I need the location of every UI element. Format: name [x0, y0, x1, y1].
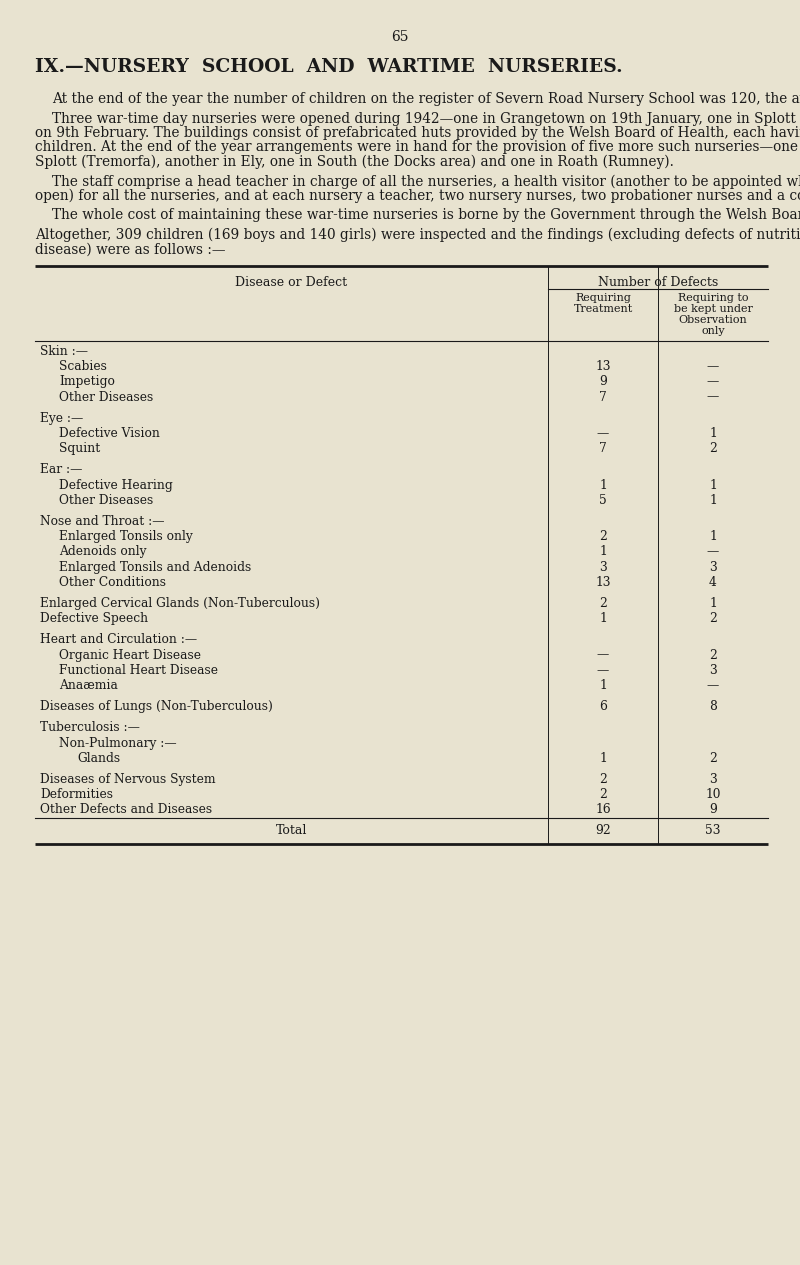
Text: 13: 13 [595, 576, 610, 588]
Text: Number of Defects: Number of Defects [598, 276, 718, 288]
Text: Tuberculosis :—: Tuberculosis :— [40, 721, 140, 735]
Text: on 9th February. The buildings consist of prefabricated huts provided by the Wel: on 9th February. The buildings consist o… [35, 126, 800, 140]
Text: 1: 1 [709, 478, 717, 492]
Text: 1: 1 [599, 679, 607, 692]
Text: 2: 2 [709, 751, 717, 765]
Text: Observation: Observation [678, 315, 747, 325]
Text: Eye :—: Eye :— [40, 412, 83, 425]
Text: Disease or Defect: Disease or Defect [235, 277, 347, 290]
Text: Other Conditions: Other Conditions [59, 576, 166, 588]
Text: be kept under: be kept under [674, 304, 753, 314]
Text: Impetigo: Impetigo [59, 376, 115, 388]
Text: 7: 7 [599, 443, 607, 455]
Text: Ear :—: Ear :— [40, 463, 82, 477]
Text: open) for all the nurseries, and at each nursery a teacher, two nursery nurses, : open) for all the nurseries, and at each… [35, 188, 800, 204]
Text: Anaæmia: Anaæmia [59, 679, 118, 692]
Text: Organic Heart Disease: Organic Heart Disease [59, 649, 201, 662]
Text: —: — [707, 545, 719, 558]
Text: Squint: Squint [59, 443, 100, 455]
Text: Nose and Throat :—: Nose and Throat :— [40, 515, 165, 528]
Text: The whole cost of maintaining these war-time nurseries is borne by the Governmen: The whole cost of maintaining these war-… [52, 209, 800, 223]
Text: —: — [707, 376, 719, 388]
Text: 4: 4 [709, 576, 717, 588]
Text: 2: 2 [599, 773, 607, 786]
Text: Enlarged Tonsils and Adenoids: Enlarged Tonsils and Adenoids [59, 560, 251, 573]
Text: Defective Hearing: Defective Hearing [59, 478, 173, 492]
Text: 3: 3 [709, 664, 717, 677]
Text: 2: 2 [709, 443, 717, 455]
Text: At the end of the year the number of children on the register of Severn Road Nur: At the end of the year the number of chi… [52, 92, 800, 106]
Text: Adenoids only: Adenoids only [59, 545, 146, 558]
Text: disease) were as follows :—: disease) were as follows :— [35, 243, 226, 257]
Text: —: — [707, 361, 719, 373]
Text: Other Diseases: Other Diseases [59, 493, 154, 507]
Text: 1: 1 [709, 530, 717, 543]
Text: 3: 3 [599, 560, 607, 573]
Text: Other Defects and Diseases: Other Defects and Diseases [40, 803, 212, 816]
Text: Treatment: Treatment [574, 304, 633, 314]
Text: children. At the end of the year arrangements were in hand for the provision of : children. At the end of the year arrange… [35, 140, 800, 154]
Text: The staff comprise a head teacher in charge of all the nurseries, a health visit: The staff comprise a head teacher in cha… [52, 175, 800, 188]
Text: 65: 65 [391, 30, 409, 44]
Text: 13: 13 [595, 361, 610, 373]
Text: 10: 10 [706, 788, 721, 801]
Text: 16: 16 [595, 803, 611, 816]
Text: Skin :—: Skin :— [40, 345, 88, 358]
Text: Enlarged Cervical Glands (Non-Tuberculous): Enlarged Cervical Glands (Non-Tuberculou… [40, 597, 320, 610]
Text: Defective Vision: Defective Vision [59, 428, 160, 440]
Text: Scabies: Scabies [59, 361, 107, 373]
Text: Other Diseases: Other Diseases [59, 391, 154, 404]
Text: Enlarged Tonsils only: Enlarged Tonsils only [59, 530, 193, 543]
Text: Functional Heart Disease: Functional Heart Disease [59, 664, 218, 677]
Text: 92: 92 [595, 824, 611, 836]
Text: —: — [597, 428, 609, 440]
Text: 3: 3 [709, 560, 717, 573]
Text: 2: 2 [709, 649, 717, 662]
Text: 1: 1 [599, 478, 607, 492]
Text: 53: 53 [706, 824, 721, 836]
Text: 1: 1 [599, 751, 607, 765]
Text: Defective Speech: Defective Speech [40, 612, 148, 625]
Text: 9: 9 [709, 803, 717, 816]
Text: 9: 9 [599, 376, 607, 388]
Text: 2: 2 [599, 788, 607, 801]
Text: only: only [701, 326, 725, 336]
Text: Requiring: Requiring [575, 293, 631, 304]
Text: —: — [597, 649, 609, 662]
Text: IX.—NURSERY  SCHOOL  AND  WARTIME  NURSERIES.: IX.—NURSERY SCHOOL AND WARTIME NURSERIES… [35, 58, 622, 76]
Text: 1: 1 [709, 597, 717, 610]
Text: 1: 1 [709, 493, 717, 507]
Text: Total: Total [276, 824, 307, 836]
Text: 2: 2 [599, 530, 607, 543]
Text: Non-Pulmonary :—: Non-Pulmonary :— [59, 736, 177, 750]
Text: 2: 2 [599, 597, 607, 610]
Text: 7: 7 [599, 391, 607, 404]
Text: —: — [597, 664, 609, 677]
Text: 8: 8 [709, 701, 717, 713]
Text: Heart and Circulation :—: Heart and Circulation :— [40, 634, 197, 646]
Text: 1: 1 [599, 612, 607, 625]
Text: Diseases of Lungs (Non-Tuberculous): Diseases of Lungs (Non-Tuberculous) [40, 701, 273, 713]
Text: —: — [707, 679, 719, 692]
Text: —: — [707, 391, 719, 404]
Text: Diseases of Nervous System: Diseases of Nervous System [40, 773, 216, 786]
Text: Splott (Tremorfa), another in Ely, one in South (the Docks area) and one in Roat: Splott (Tremorfa), another in Ely, one i… [35, 156, 674, 170]
Text: 3: 3 [709, 773, 717, 786]
Text: 1: 1 [599, 545, 607, 558]
Text: 2: 2 [709, 612, 717, 625]
Text: 5: 5 [599, 493, 607, 507]
Text: Requiring to: Requiring to [678, 293, 748, 304]
Text: Three war-time day nurseries were opened during 1942—one in Grangetown on 19th J: Three war-time day nurseries were opened… [52, 111, 800, 125]
Text: Altogether, 309 children (169 boys and 140 girls) were inspected and the finding: Altogether, 309 children (169 boys and 1… [35, 228, 800, 243]
Text: Deformities: Deformities [40, 788, 113, 801]
Text: 6: 6 [599, 701, 607, 713]
Text: 1: 1 [709, 428, 717, 440]
Text: Glands: Glands [77, 751, 120, 765]
